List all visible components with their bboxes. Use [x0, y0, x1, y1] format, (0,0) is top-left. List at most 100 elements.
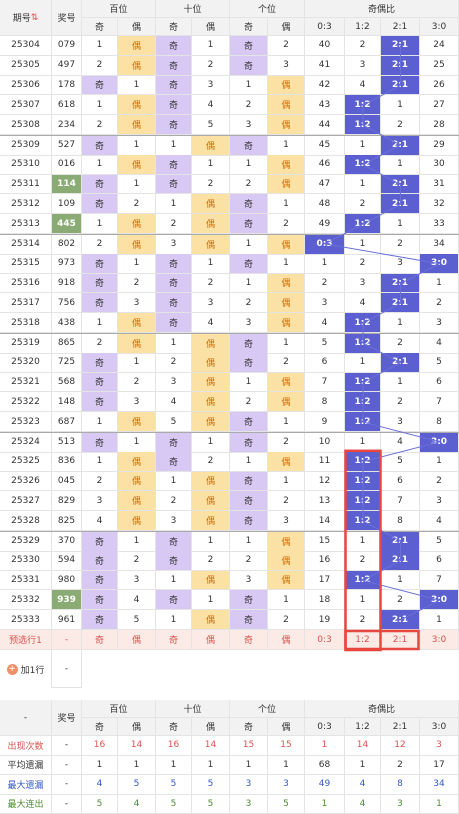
odd-cell: 1 [230, 76, 268, 96]
ratio-cell: 6 [381, 472, 420, 492]
award-cell: 687 [52, 412, 82, 432]
add-row-button[interactable]: +加1行 [0, 650, 52, 688]
period-cell: 25306 [0, 76, 52, 96]
ratio-cell: 2 [381, 392, 420, 412]
predict-ratio[interactable]: 2:1 [381, 630, 420, 650]
stats-value: 14 [118, 736, 156, 756]
ratio-cell: 1 [345, 235, 381, 255]
odd-cell: 奇 [82, 373, 118, 393]
stats-header-ratio-0: 0:3 [305, 718, 345, 736]
odd-cell: 奇 [156, 452, 192, 472]
even-cell: 5 [192, 115, 230, 135]
award-cell: 939 [52, 590, 82, 610]
award-cell: 980 [52, 571, 82, 591]
ratio-cell: 5 [305, 334, 345, 354]
ratio-cell: 18 [305, 590, 345, 610]
award-cell: 568 [52, 373, 82, 393]
ratio-cell: 1 [381, 155, 420, 175]
award-cell: 527 [52, 136, 82, 156]
ratio-cell: 1 [345, 175, 381, 195]
award-cell: 445 [52, 214, 82, 234]
odd-cell: 奇 [230, 194, 268, 214]
award-cell: 438 [52, 313, 82, 333]
predict-ratio[interactable]: 1:2 [345, 630, 381, 650]
even-cell: 1 [192, 254, 230, 274]
even-cell: 1 [118, 532, 156, 552]
add-row-control[interactable]: +加1行 [7, 663, 45, 676]
ratio-cell: 1 [381, 214, 420, 234]
period-cell: 25333 [0, 610, 52, 630]
period-cell: 25322 [0, 392, 52, 412]
predict-cell[interactable]: 偶 [192, 630, 230, 650]
header-ratio: 奇偶比 [305, 0, 459, 18]
even-cell: 偶 [118, 214, 156, 234]
odd-cell: 2 [156, 491, 192, 511]
even-cell: 偶 [192, 571, 230, 591]
award-cell: 114 [52, 175, 82, 195]
odd-cell: 1 [82, 95, 118, 115]
even-cell: 2 [118, 373, 156, 393]
odd-cell: 奇 [230, 136, 268, 156]
even-cell: 偶 [118, 511, 156, 531]
stats-value: 1 [305, 795, 345, 814]
stats-dash: - [52, 756, 82, 776]
odd-cell: 奇 [156, 551, 192, 571]
header-hundreds: 百位 [82, 0, 156, 18]
predict-ratio[interactable]: 0:3 [305, 630, 345, 650]
ratio-cell: 1:2 [345, 115, 381, 135]
odd-cell: 1 [82, 313, 118, 333]
predict-cell[interactable]: 偶 [118, 630, 156, 650]
even-cell: 偶 [118, 334, 156, 354]
predict-label[interactable]: 预选行1 [0, 630, 52, 650]
odd-cell: 奇 [230, 353, 268, 373]
ratio-cell: 7 [305, 373, 345, 393]
predict-cell[interactable]: 奇 [230, 630, 268, 650]
odd-cell: 奇 [82, 76, 118, 96]
odd-cell: 3 [230, 571, 268, 591]
award-cell: 148 [52, 392, 82, 412]
period-cell: 25325 [0, 452, 52, 472]
stats-header-ones: 个位 [230, 700, 305, 718]
ratio-cell: 1 [381, 571, 420, 591]
odd-cell: 1 [230, 155, 268, 175]
ratio-cell: 7 [381, 491, 420, 511]
stats-value: 15 [268, 736, 305, 756]
stats-header-odd: 奇 [230, 718, 268, 736]
ratio-cell: 24 [420, 36, 459, 56]
ratio-cell: 1:2 [345, 511, 381, 531]
ratio-cell: 29 [420, 136, 459, 156]
stats-value: 4 [82, 775, 118, 795]
ratio-cell: 8 [305, 392, 345, 412]
odd-cell: 2 [230, 95, 268, 115]
predict-cell[interactable]: 偶 [268, 630, 305, 650]
predict-ratio[interactable]: 3:0 [420, 630, 459, 650]
predict-cell[interactable]: 奇 [156, 630, 192, 650]
even-cell: 1 [268, 412, 305, 432]
stats-value: 8 [381, 775, 420, 795]
even-cell: 1 [118, 136, 156, 156]
stats-header-ratio-2: 2:1 [381, 718, 420, 736]
even-cell: 4 [192, 95, 230, 115]
header-even: 偶 [192, 18, 230, 36]
stats-value: 16 [82, 736, 118, 756]
even-cell: 偶 [268, 392, 305, 412]
predict-cell[interactable]: 奇 [82, 630, 118, 650]
even-cell: 1 [192, 532, 230, 552]
even-cell: 2 [192, 274, 230, 294]
even-cell: 3 [192, 293, 230, 313]
stats-value: 3 [230, 795, 268, 814]
even-cell: 偶 [192, 353, 230, 373]
period-cell: 25309 [0, 136, 52, 156]
header-tens: 十位 [156, 0, 230, 18]
period-cell: 25305 [0, 56, 52, 76]
even-cell: 1 [268, 334, 305, 354]
even-cell: 偶 [268, 274, 305, 294]
stats-label: 最大连出 [0, 795, 52, 814]
ratio-cell: 2:1 [381, 36, 420, 56]
